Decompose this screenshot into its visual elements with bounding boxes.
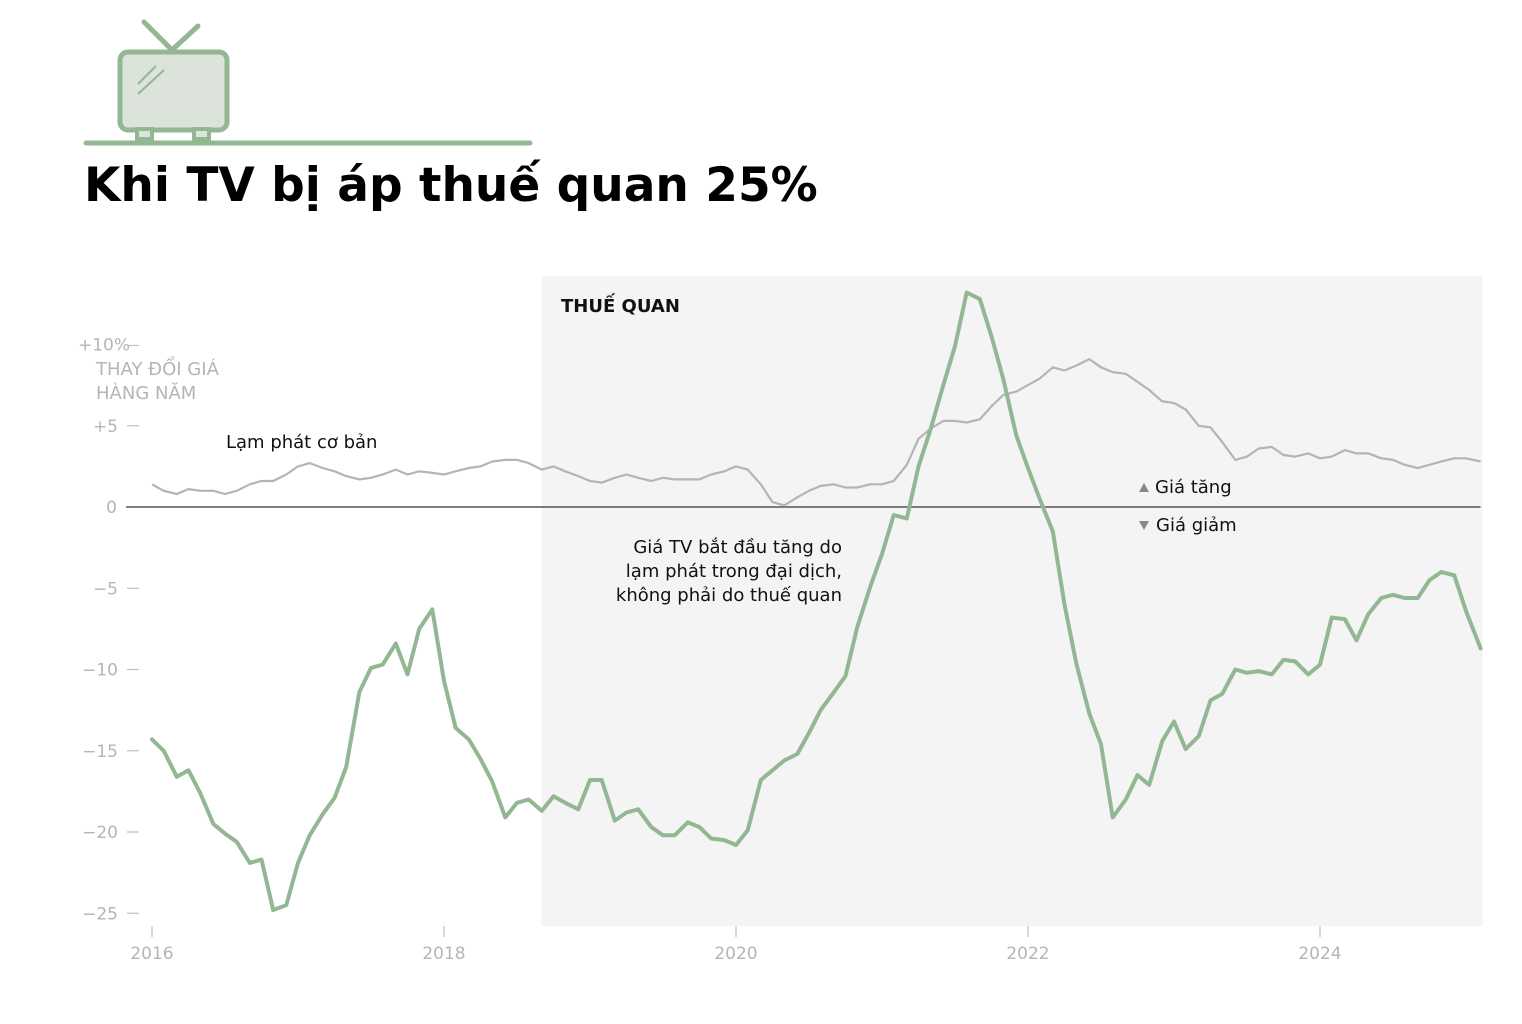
x-tick-label: 2024 — [1298, 944, 1341, 964]
tv-icon — [83, 19, 533, 146]
tariff-period-band — [541, 276, 1483, 926]
tv-price-line — [150, 290, 1483, 912]
tv-glare-2 — [137, 69, 165, 95]
y-tick-label: +5 — [93, 417, 118, 437]
x-tick-label: 2020 — [714, 944, 757, 964]
core-inflation-annotation: Lạm phát cơ bản — [226, 432, 377, 453]
y-tick-label: −5 — [93, 579, 118, 599]
tv-antenna-left — [141, 19, 175, 53]
y-tick-label: −15 — [82, 742, 118, 762]
pandemic-note-line-1: Giá TV bắt đầu tăng do — [633, 537, 842, 558]
tv-antenna-right — [169, 23, 201, 53]
legend-price-down: Giá giảm — [1156, 515, 1237, 536]
y-axis-label-line-1: THAY ĐỔI GIÁ — [95, 356, 220, 380]
page-title: Khi TV bị áp thuế quan 25% — [84, 158, 818, 213]
legend-price-up: Giá tăng — [1155, 477, 1232, 498]
y-axis-label-line-2: HÀNG NĂM — [96, 382, 196, 404]
tv-screen — [117, 49, 230, 133]
tv-foot-left — [135, 127, 154, 141]
y-tick-label: 0 — [106, 498, 117, 518]
y-tick-label: −20 — [82, 823, 118, 843]
y-tick-label: −25 — [82, 904, 118, 924]
core-inflation-line — [151, 358, 1481, 507]
price-down-triangle-icon — [1139, 521, 1149, 530]
pandemic-note-line-3: không phải do thuế quan — [616, 585, 842, 606]
tariff-period-label: THUẾ QUAN — [561, 293, 680, 317]
tv-foot-right — [192, 127, 211, 141]
price-up-triangle-icon — [1139, 483, 1149, 492]
x-tick-label: 2022 — [1006, 944, 1049, 964]
y-tick-label: +10% — [78, 336, 130, 356]
x-tick-label: 2016 — [130, 944, 173, 964]
tv-glare-1 — [137, 65, 157, 85]
x-tick-label: 2018 — [422, 944, 465, 964]
pandemic-note-line-2: lạm phát trong đại dịch, — [626, 561, 842, 582]
y-tick-label: −10 — [82, 661, 118, 681]
x-axis-ticks: 2016 2018 2020 2022 2024 — [130, 926, 1342, 964]
y-axis-ticks: +10% +5 0 −5 −10 −15 −20 −25 — [78, 336, 139, 924]
